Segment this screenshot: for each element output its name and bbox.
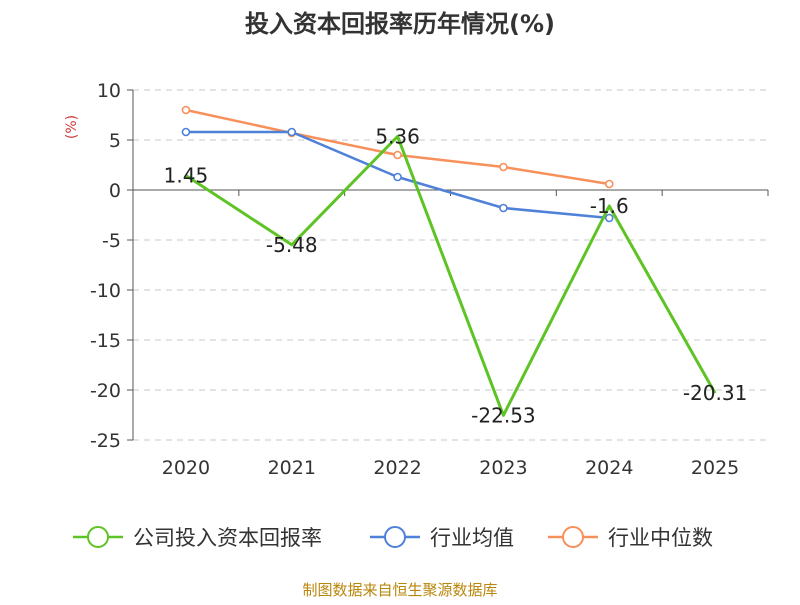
series-point-1 (287, 127, 297, 137)
legend-marker (87, 526, 109, 548)
source-note: 制图数据来自恒生聚源数据库 (302, 581, 497, 599)
x-tick-label: 2021 (268, 457, 316, 479)
series-point-2 (393, 150, 402, 160)
series-point-2 (604, 179, 614, 189)
data-label: -1.6 (590, 194, 629, 218)
y-tick-label: -25 (90, 430, 121, 452)
legend-marker (562, 526, 584, 548)
data-labels: 1.45 -5.48 5.36 -22.53 -1.6 -20.31 (164, 124, 748, 427)
chart-title: 投入资本回报率历年情况(%) (245, 10, 555, 38)
legend-label: 行业中位数 (608, 526, 713, 550)
y-tick-label: -20 (90, 380, 121, 402)
series-point-1 (393, 172, 402, 182)
series-point-1 (499, 203, 508, 213)
x-tick-label: 2024 (585, 457, 633, 479)
y-tick-label: 10 (97, 80, 121, 102)
y-tick-label: 5 (109, 130, 121, 152)
data-label: 5.36 (375, 124, 420, 148)
data-label: -20.31 (683, 381, 747, 405)
axes: 10 5 0 -5 -10 -15 -20 -25 2020 2021 2022 2023 2024 20… (90, 80, 769, 479)
x-tick-label: 2022 (373, 457, 421, 479)
series-point-1 (604, 213, 614, 223)
gridlines (133, 89, 768, 441)
y-tick-label: -5 (102, 230, 121, 252)
series-line-0 (185, 134, 717, 417)
y-axis-label: (%) (64, 115, 80, 139)
legend-label: 公司投入资本回报率 (133, 526, 322, 550)
series-point-2 (181, 105, 191, 115)
series-point-2 (499, 162, 508, 172)
y-tick-label: -15 (90, 330, 121, 352)
legend-label: 行业均值 (430, 526, 514, 550)
x-tick-label: 2020 (162, 457, 210, 479)
series-point-1 (181, 127, 191, 137)
data-label: -5.48 (266, 233, 318, 257)
y-tick-label: -10 (90, 280, 121, 302)
legend: 公司投入资本回报率 行业均值 行业中位数 (73, 526, 713, 550)
data-label: 1.45 (164, 164, 209, 188)
x-tick-label: 2023 (479, 457, 527, 479)
y-tick-label: 0 (109, 180, 121, 202)
legend-marker (384, 526, 406, 548)
data-label: -22.53 (471, 403, 535, 427)
series (181, 105, 717, 417)
x-tick-label: 2025 (691, 457, 739, 479)
